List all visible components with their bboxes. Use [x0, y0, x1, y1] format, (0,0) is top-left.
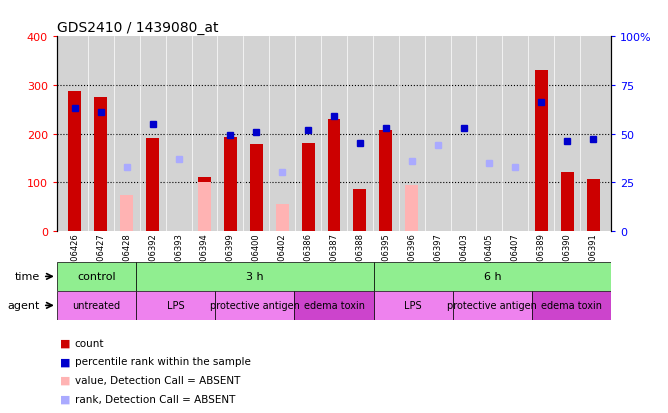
- Text: edema toxin: edema toxin: [303, 301, 365, 311]
- Text: GSM106395: GSM106395: [381, 233, 390, 283]
- Bar: [295, 291, 373, 320]
- Text: edema toxin: edema toxin: [541, 301, 602, 311]
- Text: GSM106391: GSM106391: [589, 233, 598, 283]
- Bar: [327, 120, 341, 231]
- Bar: [120, 196, 133, 231]
- Text: untreated: untreated: [72, 301, 120, 311]
- Text: ■: ■: [60, 356, 71, 366]
- Bar: [276, 204, 289, 231]
- Bar: [250, 145, 263, 231]
- Text: GSM106399: GSM106399: [226, 233, 235, 283]
- Bar: [198, 183, 211, 231]
- Bar: [453, 291, 532, 320]
- Bar: [146, 139, 159, 231]
- Bar: [379, 131, 392, 231]
- Text: GSM106389: GSM106389: [537, 233, 546, 284]
- Text: GSM106390: GSM106390: [562, 233, 572, 283]
- Text: GSM106402: GSM106402: [278, 233, 287, 283]
- Text: GSM106393: GSM106393: [174, 233, 183, 284]
- Text: GSM106394: GSM106394: [200, 233, 209, 283]
- Bar: [57, 262, 136, 291]
- Bar: [532, 291, 611, 320]
- Text: LPS: LPS: [404, 301, 422, 311]
- Bar: [136, 291, 215, 320]
- Text: GSM106386: GSM106386: [303, 233, 313, 284]
- Text: GSM106400: GSM106400: [252, 233, 261, 283]
- Text: GSM106403: GSM106403: [459, 233, 468, 283]
- Bar: [405, 185, 418, 231]
- Bar: [136, 262, 373, 291]
- Text: 6 h: 6 h: [484, 272, 501, 282]
- Text: GSM106396: GSM106396: [407, 233, 416, 284]
- Text: GSM106428: GSM106428: [122, 233, 131, 283]
- Text: GSM106392: GSM106392: [148, 233, 157, 283]
- Bar: [535, 71, 548, 231]
- Bar: [198, 178, 211, 231]
- Text: GSM106387: GSM106387: [329, 233, 339, 284]
- Text: GSM106397: GSM106397: [433, 233, 442, 284]
- Text: LPS: LPS: [167, 301, 184, 311]
- Text: GSM106405: GSM106405: [485, 233, 494, 283]
- Bar: [224, 138, 237, 231]
- Bar: [68, 92, 81, 231]
- Text: 3 h: 3 h: [246, 272, 264, 282]
- Bar: [560, 173, 574, 231]
- Text: ■: ■: [60, 394, 71, 404]
- Text: GSM106407: GSM106407: [511, 233, 520, 283]
- Bar: [57, 291, 136, 320]
- Text: protective antigen: protective antigen: [448, 301, 537, 311]
- Text: GDS2410 / 1439080_at: GDS2410 / 1439080_at: [57, 21, 218, 35]
- Text: value, Detection Call = ABSENT: value, Detection Call = ABSENT: [75, 375, 240, 385]
- Text: protective antigen: protective antigen: [210, 301, 300, 311]
- Text: ■: ■: [60, 375, 71, 385]
- Bar: [373, 262, 611, 291]
- Bar: [94, 97, 108, 231]
- Text: percentile rank within the sample: percentile rank within the sample: [75, 356, 250, 366]
- Text: GSM106427: GSM106427: [96, 233, 106, 283]
- Text: ■: ■: [60, 338, 71, 348]
- Bar: [215, 291, 295, 320]
- Bar: [353, 190, 366, 231]
- Text: count: count: [75, 338, 104, 348]
- Text: time: time: [15, 272, 40, 282]
- Text: control: control: [77, 272, 116, 282]
- Text: agent: agent: [8, 301, 40, 311]
- Bar: [587, 179, 600, 231]
- Text: GSM106426: GSM106426: [70, 233, 79, 283]
- Text: GSM106388: GSM106388: [355, 233, 365, 284]
- Bar: [373, 291, 453, 320]
- Text: rank, Detection Call = ABSENT: rank, Detection Call = ABSENT: [75, 394, 235, 404]
- Bar: [302, 143, 315, 231]
